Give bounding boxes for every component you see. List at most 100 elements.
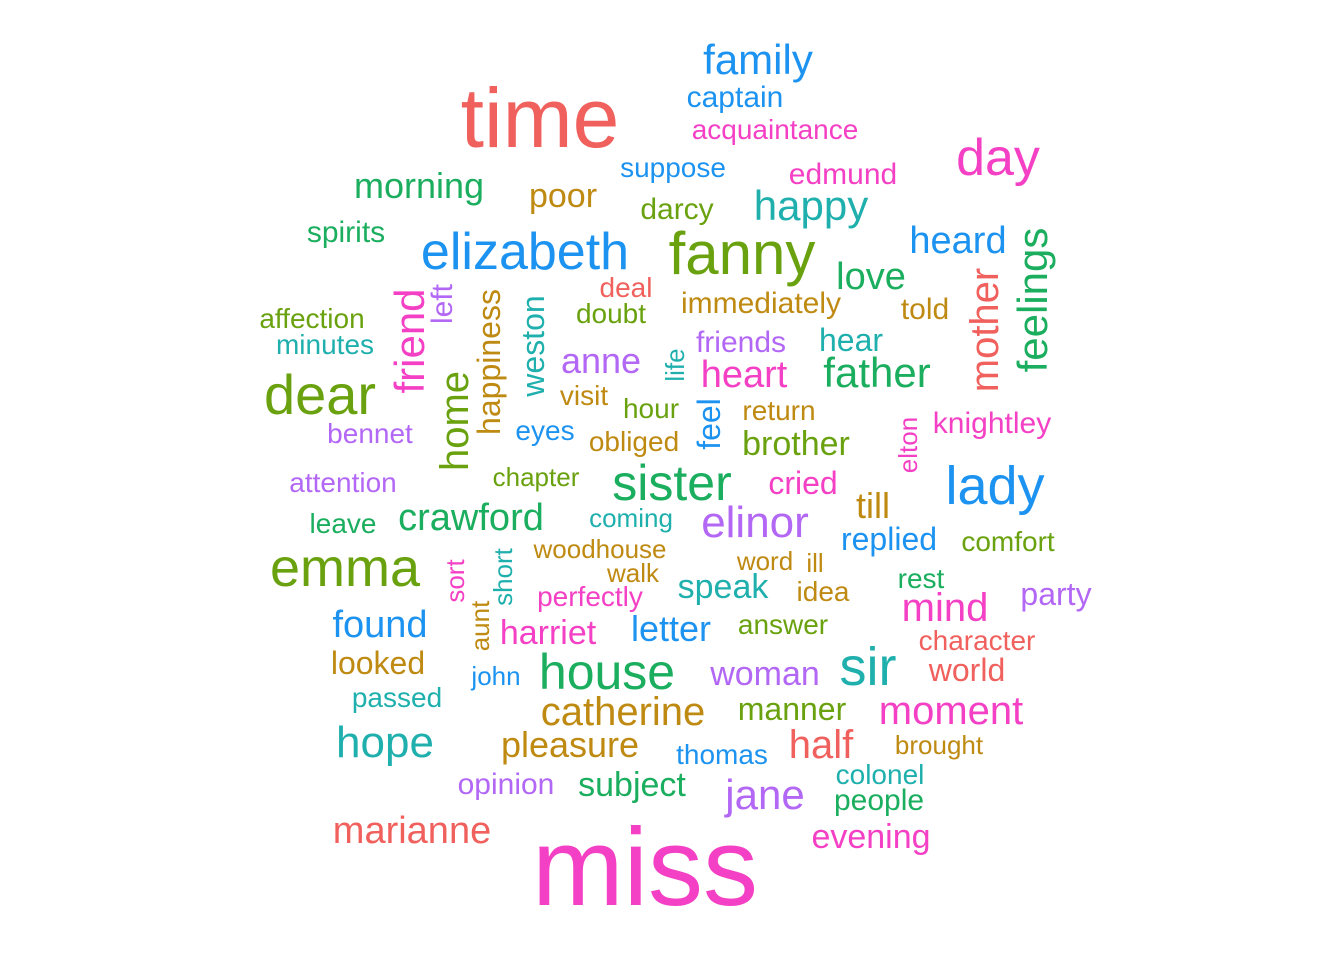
word-attention: attention xyxy=(289,467,397,498)
word-dear: dear xyxy=(263,363,377,426)
word-till: till xyxy=(856,485,890,526)
word-poor: poor xyxy=(528,177,598,215)
word-visit: visit xyxy=(559,380,609,411)
word-house: house xyxy=(538,644,676,700)
word-comfort: comfort xyxy=(961,526,1055,557)
word-elinor: elinor xyxy=(701,498,809,547)
word-rest: rest xyxy=(897,563,945,594)
word-happy: happy xyxy=(753,182,869,229)
word-sort: sort xyxy=(440,559,470,603)
word-crawford: crawford xyxy=(398,497,544,539)
word-looked: looked xyxy=(330,645,426,681)
word-john: john xyxy=(471,661,521,691)
word-deal: deal xyxy=(599,272,653,303)
word-heart: heart xyxy=(700,354,788,396)
word-world: world xyxy=(928,652,1006,688)
word-leave: leave xyxy=(309,508,377,539)
word-aunt: aunt xyxy=(465,600,495,652)
word-cried: cried xyxy=(768,465,838,501)
word-character: character xyxy=(918,625,1036,656)
word-hope: hope xyxy=(336,718,434,767)
word-walk: walk xyxy=(606,558,660,588)
word-hear: hear xyxy=(818,322,884,358)
word-half: half xyxy=(788,723,854,767)
word-obliged: obliged xyxy=(588,426,680,457)
word-life: life xyxy=(660,348,690,382)
word-immediately: immediately xyxy=(680,287,842,320)
word-colonel: colonel xyxy=(835,759,925,790)
word-return: return xyxy=(742,395,816,426)
word-letter: letter xyxy=(630,608,712,649)
word-brother: brother xyxy=(742,425,850,463)
word-woman: woman xyxy=(710,655,820,693)
word-idea: idea xyxy=(796,576,850,607)
word-replied: replied xyxy=(840,521,938,557)
word-short: short xyxy=(488,548,518,606)
word-chapter: chapter xyxy=(492,462,580,492)
word-affection: affection xyxy=(259,303,365,334)
word-speak: speak xyxy=(677,568,769,606)
word-father: father xyxy=(823,349,931,396)
word-captain: captain xyxy=(686,81,784,114)
word-thomas: thomas xyxy=(676,739,768,770)
word-evening: evening xyxy=(811,818,931,856)
word-acquaintance: acquaintance xyxy=(691,114,859,145)
word-coming: coming xyxy=(589,503,673,533)
word-weston: weston xyxy=(515,295,551,397)
word-lady: lady xyxy=(945,456,1045,516)
word-ill: ill xyxy=(806,548,824,578)
word-told: told xyxy=(900,293,950,326)
word-sister: sister xyxy=(612,455,732,511)
word-fanny: fanny xyxy=(668,220,816,287)
word-answer: answer xyxy=(737,609,829,640)
word-hour: hour xyxy=(622,393,680,424)
word-feelings: feelings xyxy=(1009,227,1056,373)
word-found: found xyxy=(332,604,428,646)
word-home: home xyxy=(433,370,477,472)
word-jane: jane xyxy=(725,771,805,818)
word-catherine: catherine xyxy=(540,690,706,734)
word-spirits: spirits xyxy=(306,216,386,249)
word-opinion: opinion xyxy=(457,768,555,801)
word-passed: passed xyxy=(351,682,443,713)
word-doubt: doubt xyxy=(575,298,647,329)
word-people: people xyxy=(833,784,925,817)
word-brought: brought xyxy=(894,730,984,760)
word-marianne: marianne xyxy=(332,810,492,852)
word-manner: manner xyxy=(737,691,847,727)
word-love: love xyxy=(836,256,906,298)
word-darcy: darcy xyxy=(640,193,714,226)
word-miss: miss xyxy=(531,806,759,929)
word-left: left xyxy=(426,283,459,325)
word-anne: anne xyxy=(560,340,642,381)
word-perfectly: perfectly xyxy=(537,581,643,612)
word-family: family xyxy=(703,36,813,83)
word-pleasure: pleasure xyxy=(500,724,640,765)
word-suppose: suppose xyxy=(620,152,726,183)
word-word: word xyxy=(736,546,794,576)
word-elton: elton xyxy=(893,416,923,474)
word-sir: sir xyxy=(839,637,897,697)
word-knightley: knightley xyxy=(932,407,1052,440)
word-eyes: eyes xyxy=(515,415,575,446)
word-friend: friend xyxy=(386,288,433,394)
word-friends: friends xyxy=(695,326,787,359)
word-feel: feel xyxy=(691,398,727,450)
word-subject: subject xyxy=(578,766,686,804)
word-party: party xyxy=(1020,576,1092,612)
word-woodhouse: woodhouse xyxy=(533,534,667,564)
word-elizabeth: elizabeth xyxy=(420,223,630,281)
word-morning: morning xyxy=(353,165,485,206)
word-emma: emma xyxy=(269,538,421,598)
word-moment: moment xyxy=(878,689,1024,733)
word-heard: heard xyxy=(909,220,1007,262)
word-mother: mother xyxy=(963,267,1007,393)
word-day: day xyxy=(956,129,1040,187)
word-happiness: happiness xyxy=(471,289,507,435)
word-mind: mind xyxy=(901,586,989,630)
word-minutes: minutes xyxy=(275,329,375,360)
word-time: time xyxy=(460,71,620,165)
word-bennet: bennet xyxy=(327,418,413,449)
word-harriet: harriet xyxy=(499,614,597,652)
